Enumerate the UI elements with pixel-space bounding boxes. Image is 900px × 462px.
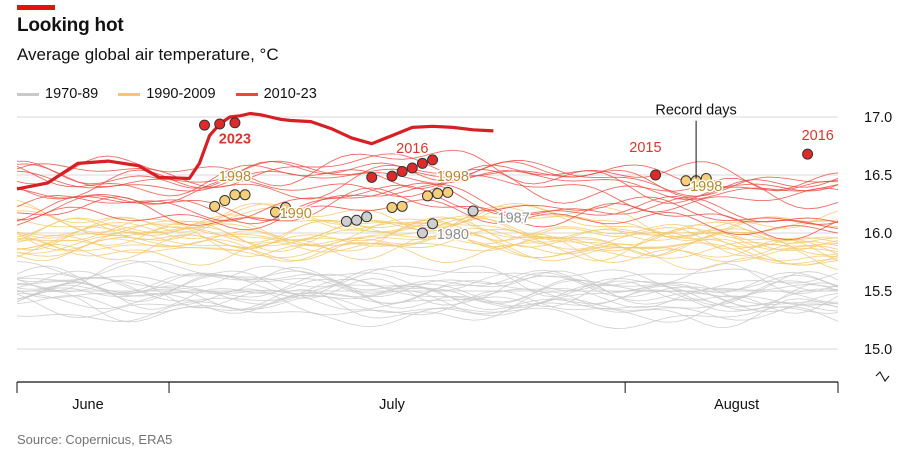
point-label-1990-3: 1990 bbox=[280, 206, 312, 222]
record-point-9 bbox=[280, 201, 292, 213]
record-point-19 bbox=[386, 201, 398, 213]
year-line-1970-89-18 bbox=[16, 270, 839, 307]
record-point-13 bbox=[366, 171, 378, 183]
legend-item-1990-2009: 1990-2009 bbox=[118, 86, 216, 102]
record-point-5 bbox=[219, 195, 231, 207]
record-point-27 bbox=[650, 169, 662, 181]
legend-label-1970-89: 1970-89 bbox=[45, 86, 99, 102]
x-tick-label-august: August bbox=[714, 397, 759, 413]
brand-accent-bar bbox=[17, 5, 55, 10]
point-label-1980-6: 1980 bbox=[437, 227, 469, 243]
record-point-11 bbox=[351, 214, 363, 226]
year-line-2010-23-5 bbox=[16, 187, 839, 241]
y-tick-label-0: 17.0 bbox=[864, 110, 892, 126]
x-tick-label-july: July bbox=[379, 397, 406, 413]
year-line-1970-89-4 bbox=[16, 288, 839, 329]
legend-label-2010-23: 2010-23 bbox=[263, 86, 317, 102]
y-tick-label-4: 15.0 bbox=[864, 342, 892, 358]
year-line-1990-2009-20 bbox=[16, 218, 839, 257]
legend-item-2010-23: 2010-23 bbox=[235, 86, 317, 102]
year-line-1970-89-11 bbox=[16, 272, 839, 298]
record-point-18 bbox=[427, 154, 439, 166]
year-line-1970-89-19 bbox=[16, 260, 839, 298]
record-point-2 bbox=[214, 118, 226, 130]
year-line-1970-89-6 bbox=[16, 287, 839, 315]
record-point-20 bbox=[396, 200, 408, 212]
record-point-24 bbox=[416, 227, 428, 239]
record-point-7 bbox=[239, 189, 251, 201]
axis-break-icon bbox=[875, 371, 890, 382]
record-point-30 bbox=[700, 172, 712, 184]
record-point-31 bbox=[802, 148, 814, 160]
year-line-2010-23-10 bbox=[16, 160, 839, 198]
point-label-2016-10: 2016 bbox=[802, 128, 834, 144]
year-line-1970-89-15 bbox=[16, 277, 839, 307]
record-point-8 bbox=[269, 206, 281, 218]
year-line-1970-89-1 bbox=[16, 270, 839, 304]
record-point-16 bbox=[406, 162, 418, 174]
record-point-1 bbox=[199, 119, 211, 131]
year-line-1970-89-20 bbox=[16, 278, 839, 311]
record-point-26 bbox=[467, 205, 479, 217]
point-label-1987-7: 1987 bbox=[498, 211, 530, 227]
year-line-1970-89-10 bbox=[16, 260, 839, 292]
point-label-1998-9: 1998 bbox=[690, 179, 722, 195]
year-line-1990-2009-13 bbox=[16, 237, 839, 271]
record-point-25 bbox=[427, 218, 439, 230]
record-point-21 bbox=[422, 190, 433, 202]
legend-label-1990-2009: 1990-2009 bbox=[146, 86, 216, 102]
year-line-1990-2009-19 bbox=[16, 234, 839, 263]
point-label-2016-4: 2016 bbox=[396, 141, 428, 157]
chart-subtitle: Average global air temperature, °C bbox=[17, 45, 279, 64]
annotation-record-days: Record days bbox=[655, 103, 736, 119]
legend-item-1970-89: 1970-89 bbox=[17, 86, 98, 102]
year-line-2010-23-11 bbox=[16, 164, 839, 204]
year-line-1970-89-14 bbox=[16, 288, 839, 323]
year-line-1970-89-2 bbox=[16, 265, 839, 306]
point-label-2015-8: 2015 bbox=[629, 140, 661, 156]
series-line-2023 bbox=[16, 111, 494, 191]
y-tick-label-2: 16.0 bbox=[864, 226, 892, 242]
y-tick-label-3: 15.5 bbox=[864, 284, 892, 300]
x-tick-label-june: June bbox=[72, 397, 103, 413]
year-line-2010-23-7 bbox=[16, 183, 839, 223]
year-line-2010-23-6 bbox=[16, 149, 839, 192]
point-label-1998-2: 1998 bbox=[219, 169, 251, 185]
year-line-1970-89-13 bbox=[16, 295, 839, 321]
point-label-1998-5: 1998 bbox=[437, 169, 469, 185]
chart-title: Looking hot bbox=[17, 15, 124, 36]
record-point-3 bbox=[229, 117, 241, 129]
record-point-17 bbox=[416, 157, 428, 169]
y-tick-label-1: 16.5 bbox=[864, 168, 892, 184]
year-line-1990-2009-6 bbox=[16, 216, 839, 255]
year-line-2010-23-9 bbox=[16, 182, 839, 229]
legend-swatch-1990-2009 bbox=[118, 92, 141, 96]
record-point-6 bbox=[229, 189, 241, 201]
source-note: Source: Copernicus, ERA5 bbox=[17, 432, 173, 447]
record-point-23 bbox=[442, 186, 454, 198]
record-point-10 bbox=[340, 215, 352, 227]
year-line-1990-2009-9 bbox=[16, 228, 839, 259]
legend-swatch-1970-89 bbox=[17, 92, 39, 96]
year-line-1990-2009-17 bbox=[16, 231, 839, 266]
record-point-12 bbox=[361, 211, 373, 223]
point-label-2023-1: 2023 bbox=[219, 132, 251, 148]
record-point-15 bbox=[396, 166, 408, 178]
record-point-22 bbox=[432, 188, 444, 200]
record-point-4 bbox=[209, 200, 221, 212]
legend-swatch-2010-23 bbox=[235, 92, 258, 96]
year-line-1970-89-12 bbox=[16, 288, 839, 311]
year-line-2010-23-13 bbox=[16, 170, 839, 201]
chart-legend: 1970-89 1990-2009 2010-23 bbox=[17, 86, 337, 102]
record-point-14 bbox=[386, 170, 398, 182]
